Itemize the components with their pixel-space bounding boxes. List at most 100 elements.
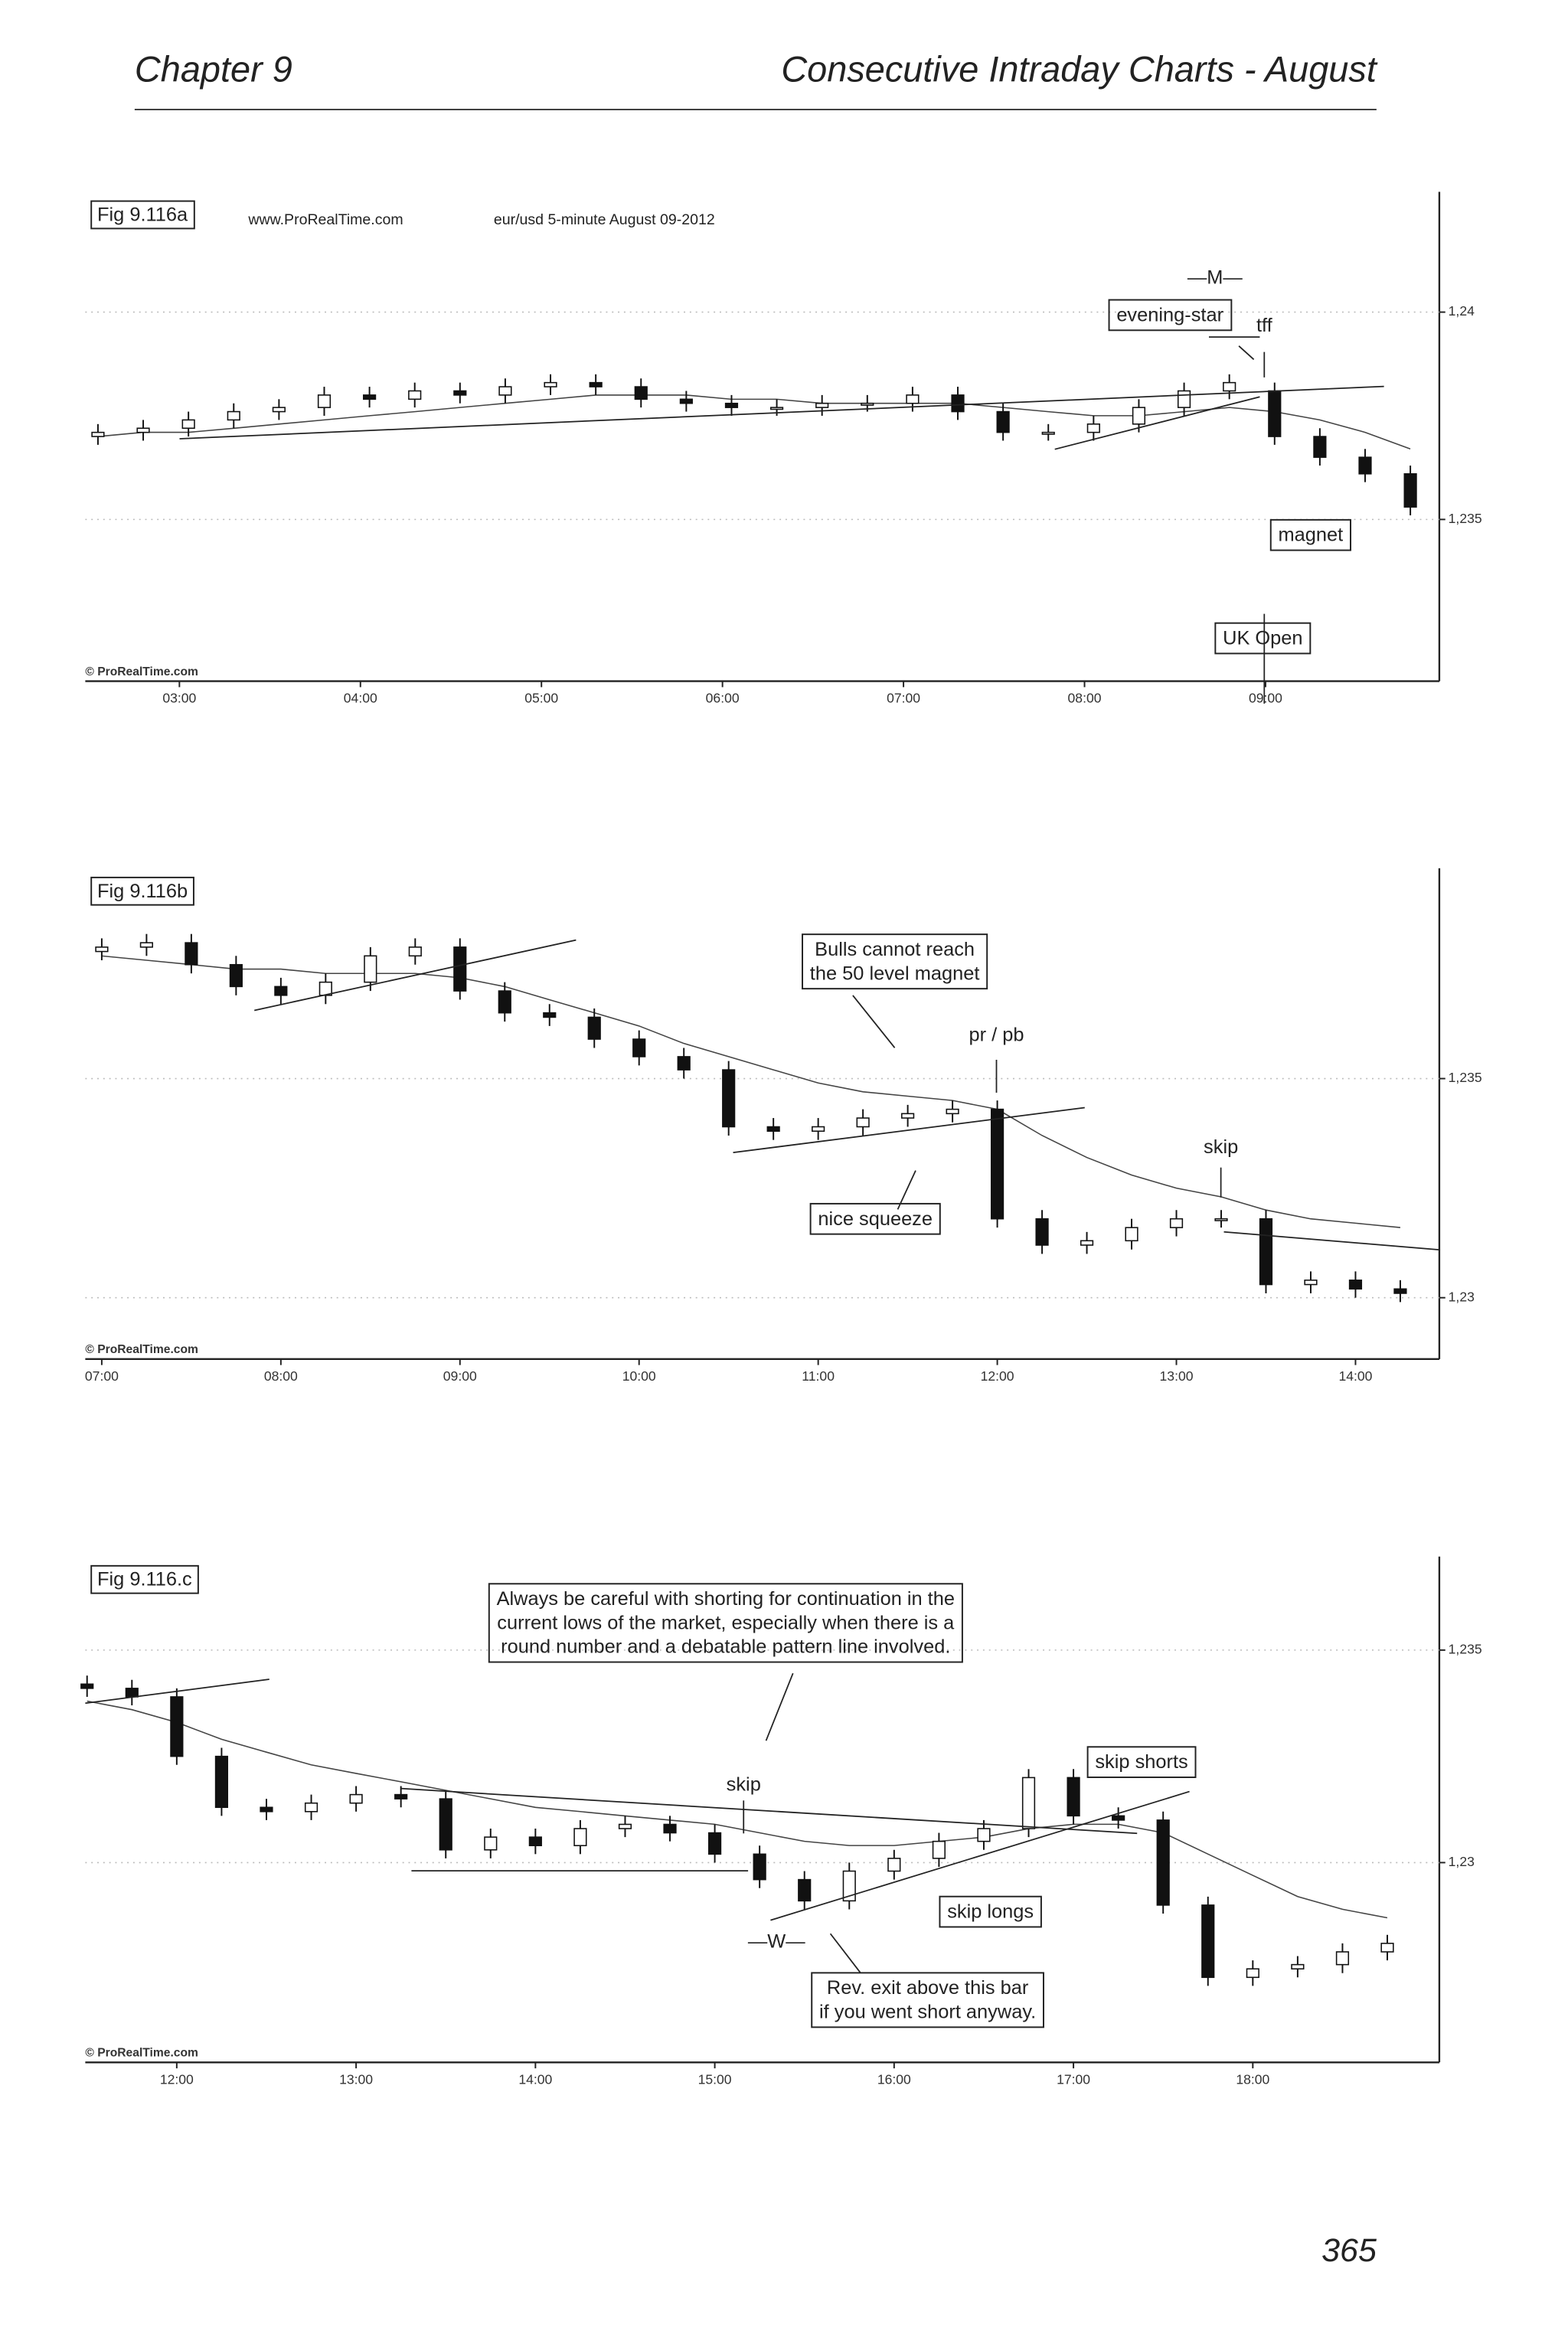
candle-body (362, 394, 377, 400)
candle-body (887, 1858, 901, 1872)
candle-body (274, 986, 288, 996)
annotation-line (897, 1170, 916, 1210)
candle-body (80, 1683, 94, 1689)
candle-body (856, 1117, 870, 1128)
annotation: skip (727, 1773, 761, 1795)
x-tick-label: 08:00 (1068, 691, 1102, 706)
candle-body (990, 1108, 1004, 1220)
x-tick-label: 15:00 (698, 2071, 732, 2087)
annotation: —M— (1187, 267, 1243, 289)
candle-body (1313, 436, 1327, 458)
candle-body (861, 402, 874, 406)
x-tick-label: 09:00 (1249, 691, 1282, 706)
candle-body (1041, 431, 1055, 435)
y-tick-label: 1,24 (1449, 303, 1475, 319)
x-tick-label: 11:00 (802, 1368, 835, 1384)
x-tick-label: 07:00 (85, 1368, 119, 1384)
annotation-box (809, 1202, 941, 1235)
candle-body (1201, 1904, 1215, 1979)
candle-body (707, 1832, 722, 1855)
annotation: pr / pb (969, 1024, 1024, 1045)
candle-body (1335, 1951, 1350, 1966)
annotation: round number and a debatable pattern lin… (501, 1636, 950, 1658)
annotation-line (400, 1787, 1138, 1835)
annotation: if you went short anyway. (819, 2002, 1036, 2023)
figure-label: Fig 9.116.c (97, 1569, 192, 1590)
candle-body (1021, 1777, 1036, 1829)
candle-body (724, 402, 739, 408)
candle-body (1403, 473, 1417, 508)
annotation: evening-star (1116, 304, 1223, 325)
x-tick-label: 06:00 (706, 691, 740, 706)
annotation: UK Open (1223, 628, 1302, 649)
x-tick-label: 13:00 (1160, 1368, 1194, 1384)
annotation: skip longs (947, 1901, 1034, 1923)
figure-label: Fig 9.116a (97, 204, 188, 226)
annotation: the 50 level magnet (810, 963, 980, 984)
y-tick-label: 1,23 (1449, 1289, 1475, 1304)
candle-body (272, 407, 286, 413)
candle-body (1067, 1777, 1080, 1817)
chapter: Chapter 9 (135, 50, 292, 90)
candle-body (1132, 407, 1146, 425)
annotation-line (1054, 396, 1260, 450)
annotation-box (1086, 1746, 1197, 1778)
candle-body (498, 990, 511, 1014)
watermark: © ProRealTime.com (85, 1343, 198, 1356)
candle-body (170, 1696, 184, 1757)
candle-body (453, 946, 467, 992)
candle-body (677, 1056, 691, 1071)
candle-body (1080, 1240, 1094, 1246)
watermark: © ProRealTime.com (85, 665, 198, 678)
candle-body (1112, 1815, 1125, 1821)
x-tick-label: 12:00 (981, 1368, 1014, 1384)
candle-body (951, 394, 965, 413)
candle-body (663, 1823, 677, 1834)
figure-label-box (90, 200, 195, 230)
annotation-line (1238, 345, 1255, 361)
candle-body (1380, 1943, 1394, 1953)
candle-body (227, 410, 240, 421)
candle-body (139, 942, 153, 948)
candle-body (95, 946, 109, 953)
candle-body (587, 1016, 601, 1040)
candle-body (977, 1828, 991, 1842)
annotation: Rev. exit above this bar (827, 1977, 1029, 1999)
candle-body (1177, 390, 1191, 408)
figure-label-box (90, 876, 194, 906)
x-tick-label: 14:00 (1338, 1368, 1372, 1384)
x-tick-label: 18:00 (1236, 2071, 1269, 2087)
candle-body (842, 1870, 856, 1902)
subtitle: eur/usd 5-minute August 09-2012 (494, 211, 715, 228)
candle-body (946, 1108, 959, 1115)
annotation-box (1108, 299, 1233, 332)
candle-body (1086, 423, 1100, 433)
source: www.ProRealTime.com (247, 211, 403, 228)
candle-body (1035, 1218, 1049, 1246)
candle-body (634, 386, 648, 400)
candle-body (1246, 1968, 1259, 1979)
y-tick-label: 1,235 (1449, 511, 1482, 526)
moving-average (97, 394, 1411, 450)
x-tick-label: 12:00 (160, 2071, 194, 2087)
candle-body (679, 398, 693, 404)
x-tick-label: 07:00 (887, 691, 920, 706)
candle-body (753, 1853, 766, 1881)
candle-body (439, 1798, 452, 1851)
annotation-line (179, 385, 1384, 440)
candle-body (1393, 1288, 1407, 1294)
annotation: skip shorts (1095, 1751, 1187, 1773)
candle-body (1291, 1963, 1305, 1969)
annotation-box (488, 1583, 963, 1663)
candle-body (1169, 1218, 1184, 1228)
candle-body (815, 402, 829, 408)
candle-body (722, 1069, 736, 1128)
annotation-box (802, 933, 988, 990)
candle-body (1358, 456, 1372, 475)
page-number: 365 (1321, 2232, 1377, 2269)
x-tick-label: 09:00 (443, 1368, 477, 1384)
candle-body (1259, 1218, 1273, 1286)
moving-average (101, 955, 1401, 1228)
x-tick-label: 08:00 (264, 1368, 298, 1384)
